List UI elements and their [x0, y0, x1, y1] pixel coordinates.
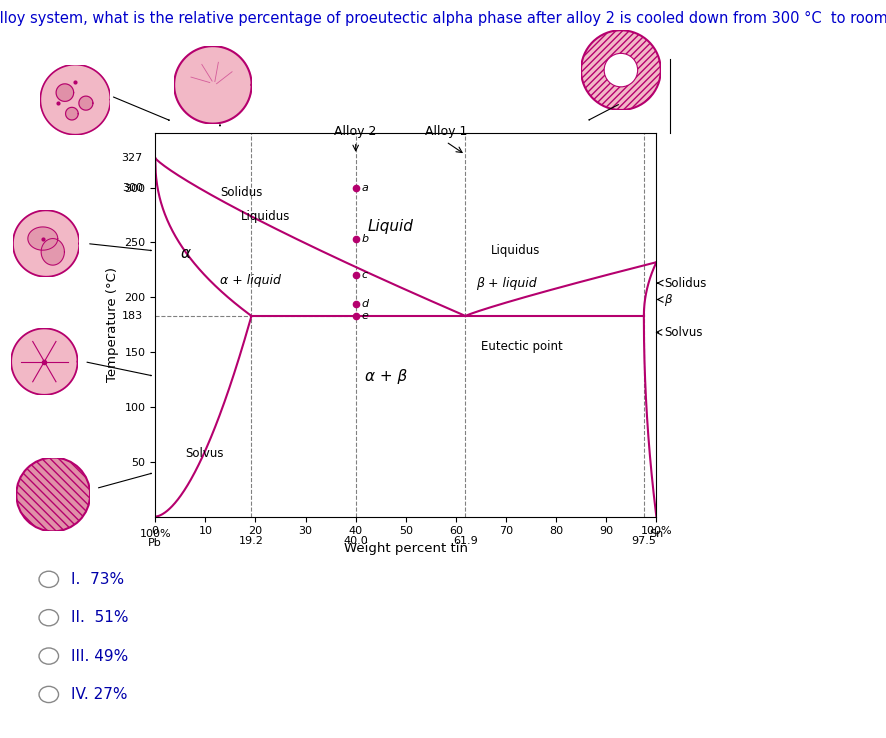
Text: IV. 27%: IV. 27% — [71, 687, 128, 702]
Text: 40.0: 40.0 — [343, 537, 368, 546]
Polygon shape — [40, 65, 111, 134]
Text: 100%: 100% — [139, 529, 171, 539]
Text: α + liquid: α + liquid — [220, 275, 281, 287]
Text: Sn: Sn — [649, 529, 663, 539]
Polygon shape — [174, 46, 252, 123]
Text: 183: 183 — [121, 311, 143, 321]
Text: 61.9: 61.9 — [453, 537, 478, 546]
Text: Solvus: Solvus — [185, 446, 223, 460]
Text: e: e — [361, 311, 369, 321]
Text: c: c — [361, 270, 368, 280]
Text: Solidus: Solidus — [220, 185, 262, 199]
Text: 327: 327 — [121, 153, 143, 163]
Text: Liquidus: Liquidus — [491, 244, 540, 257]
Text: d: d — [361, 299, 369, 309]
Circle shape — [603, 53, 637, 87]
Text: III. 49%: III. 49% — [71, 649, 128, 663]
Text: 97.5: 97.5 — [631, 537, 656, 546]
Circle shape — [16, 458, 90, 531]
Text: Pb: Pb — [148, 538, 162, 548]
Text: α + β: α + β — [364, 369, 407, 384]
Polygon shape — [12, 328, 77, 395]
Text: Solvus: Solvus — [663, 326, 702, 339]
Text: Alloy 2: Alloy 2 — [334, 125, 377, 138]
Text: 300: 300 — [121, 183, 143, 193]
Text: In this Sn-Pb alloy system, what is the relative percentage of proeutectic alpha: In this Sn-Pb alloy system, what is the … — [0, 11, 886, 26]
Circle shape — [580, 30, 660, 110]
Text: I.  73%: I. 73% — [71, 572, 124, 587]
Polygon shape — [27, 227, 58, 250]
Text: II.  51%: II. 51% — [71, 610, 128, 625]
Polygon shape — [13, 210, 79, 277]
Text: α: α — [180, 246, 190, 261]
Text: Alloy 1: Alloy 1 — [424, 125, 467, 138]
Y-axis label: Temperature (°C): Temperature (°C) — [105, 267, 119, 382]
Text: Solidus: Solidus — [663, 277, 705, 289]
Polygon shape — [41, 238, 65, 265]
Text: Liquidus: Liquidus — [240, 210, 290, 223]
Text: Eutectic point: Eutectic point — [480, 340, 562, 354]
Text: β: β — [663, 293, 671, 306]
X-axis label: Weight percent tin: Weight percent tin — [344, 542, 467, 555]
Polygon shape — [79, 96, 93, 110]
Text: a: a — [361, 183, 369, 193]
Polygon shape — [56, 84, 74, 101]
Text: b: b — [361, 234, 369, 244]
Text: Liquid: Liquid — [368, 218, 413, 233]
Polygon shape — [66, 107, 78, 120]
Text: β + liquid: β + liquid — [475, 277, 536, 289]
Text: 19.2: 19.2 — [238, 537, 264, 546]
